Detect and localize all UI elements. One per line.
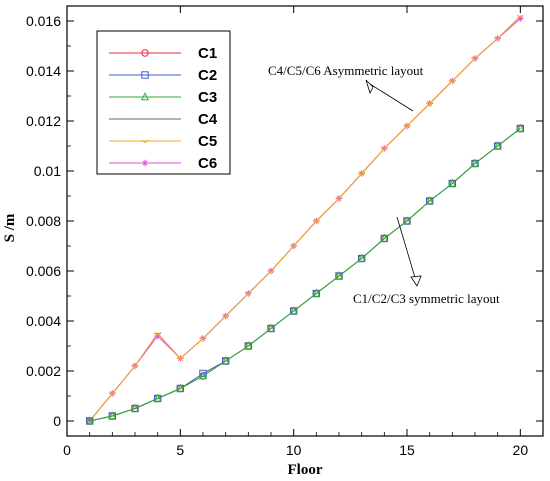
legend-box [96, 30, 231, 175]
annotation-asymmetric-arrowhead [365, 79, 374, 95]
data-point-triangle [198, 371, 208, 380]
data-point-triangle [425, 196, 434, 205]
data-point-tick [312, 219, 320, 224]
data-point-tick [494, 37, 502, 41]
legend-item-C2: C2 [109, 67, 217, 84]
data-point-triangle [516, 123, 525, 132]
data-point-triangle [221, 356, 230, 365]
data-point-triangle [153, 393, 162, 402]
y-tick-label: 0.01 [34, 163, 61, 179]
y-tick-label: 0.004 [26, 313, 61, 329]
data-point-tick [222, 314, 230, 319]
annotations: C4/C5/C6 Asymmetric layout C1/C2/C3 symme… [268, 63, 500, 306]
x-tick-labels: 0 5 10 15 20 [63, 442, 528, 458]
y-tick-label: 0.008 [26, 213, 61, 229]
data-point-tick [131, 364, 139, 369]
series-layer [85, 14, 525, 425]
data-point-triangle [140, 92, 150, 101]
data-point-triangle [266, 323, 276, 332]
data-point-tick [154, 332, 162, 336]
data-point-star [154, 332, 161, 340]
data-point-tick [471, 57, 479, 61]
data-point-triangle [130, 403, 140, 412]
legend-label: C5 [198, 133, 217, 150]
data-point-triangle [493, 141, 502, 150]
data-point-tick [141, 139, 149, 144]
data-point-tick [290, 244, 298, 249]
legend-item-C1: C1 [109, 45, 217, 62]
data-point-tick [199, 337, 207, 341]
data-point-tick [358, 172, 366, 176]
annotation-asymmetric-arrow [369, 83, 414, 112]
legend-item-C3: C3 [109, 89, 217, 106]
data-point-star [141, 159, 149, 167]
data-point-tick [380, 147, 388, 151]
data-point-triangle [470, 158, 480, 167]
series-C3 [85, 123, 525, 425]
data-point-tick [448, 79, 456, 84]
data-point-tick [267, 269, 275, 274]
data-point-triangle [448, 178, 457, 187]
legend-label: C1 [198, 45, 217, 62]
data-point-square [141, 71, 149, 79]
annotation-symmetric-label: C1/C2/C3 symmetric layout [353, 291, 500, 306]
y-tick-label: 0.016 [26, 13, 61, 29]
data-point-triangle [108, 411, 117, 420]
y-tick-label: 0.006 [26, 263, 61, 279]
y-tick-label: 0.012 [26, 113, 61, 129]
legend-label: C2 [198, 67, 217, 84]
x-axis-title: Floor [288, 462, 323, 478]
y-tick-label: 0.002 [26, 363, 61, 379]
data-point-triangle [312, 288, 321, 297]
y-tick-label: 0 [53, 413, 61, 429]
annotation-asymmetric-label: C4/C5/C6 Asymmetric layout [268, 63, 424, 78]
legend-item-C6: C6 [109, 155, 217, 172]
data-point-triangle [334, 271, 344, 280]
x-tick-label: 10 [286, 442, 302, 458]
data-point-tick [335, 197, 343, 201]
data-point-triangle [289, 306, 298, 315]
data-point-triangle [402, 216, 412, 225]
data-point-tick [244, 292, 252, 296]
data-point-triangle [85, 416, 94, 425]
data-point-star [517, 15, 524, 22]
data-point-tick [426, 102, 434, 106]
data-point-triangle [380, 233, 389, 242]
y-tick-labels: 0 0.002 0.004 0.006 0.008 0.01 0.012 0.014 0.016 [26, 13, 61, 429]
y-tick-label: 0.014 [26, 63, 61, 79]
data-point-triangle [357, 253, 366, 262]
data-point-circle [141, 49, 149, 57]
data-point-triangle [244, 341, 253, 350]
legend: C1 C2 C3 C4 C5 C6 [96, 30, 231, 175]
annotation-symmetric-arrow [396, 216, 417, 282]
x-tick-label: 20 [513, 442, 529, 458]
x-tick-label: 0 [63, 442, 71, 458]
data-point-tick [108, 392, 116, 396]
x-tick-label: 5 [176, 442, 184, 458]
legend-item-C5: C5 [109, 133, 217, 150]
data-point-tick [403, 124, 411, 129]
legend-label: C6 [198, 155, 217, 172]
axis-ticks [66, 6, 543, 436]
data-point-tick [516, 14, 524, 19]
data-point-tick [176, 357, 184, 361]
annotation-symmetric-arrowhead [410, 275, 422, 287]
x-tick-label: 15 [399, 442, 415, 458]
data-point-triangle [176, 383, 185, 392]
y-axis-title: S /m [2, 213, 18, 242]
legend-label: C3 [198, 89, 217, 106]
series-line [89, 15, 521, 422]
legend-item-C4: C4 [109, 111, 218, 128]
legend-label: C4 [198, 111, 218, 128]
